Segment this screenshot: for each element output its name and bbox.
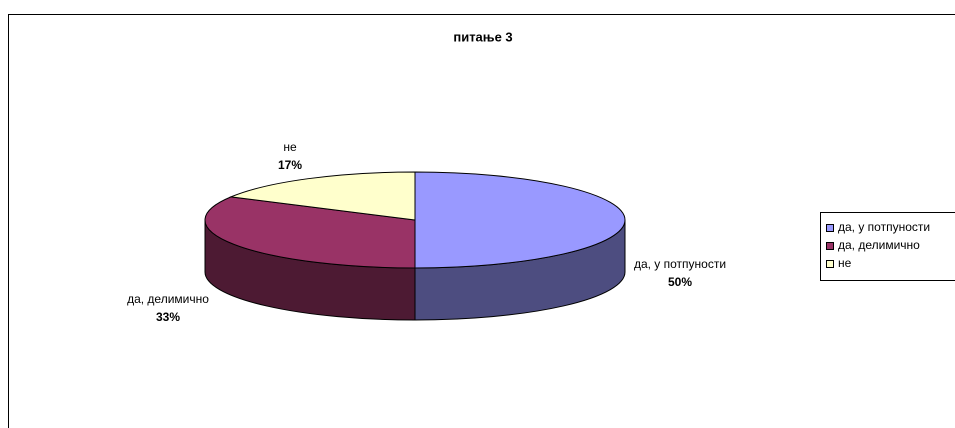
legend-swatch	[826, 260, 834, 268]
data-label-value: 17%	[278, 158, 302, 172]
pie-slice	[204, 196, 416, 269]
pie-slice	[414, 171, 626, 269]
data-label-value: 50%	[668, 275, 692, 289]
data-label-value: 33%	[156, 310, 180, 324]
legend-box	[820, 212, 955, 281]
legend-swatch	[826, 242, 834, 250]
data-label-category: не	[283, 140, 297, 154]
legend-swatch	[826, 224, 834, 232]
legend-label: да, делимично	[838, 238, 920, 252]
legend-label: да, у потпуности	[838, 220, 930, 234]
pie-slice	[229, 171, 416, 221]
chart-title: питање 3	[453, 29, 512, 44]
data-label-category: да, у потпуности	[634, 257, 726, 271]
legend-label: не	[838, 256, 852, 270]
data-label-category: да, делимично	[127, 292, 209, 306]
